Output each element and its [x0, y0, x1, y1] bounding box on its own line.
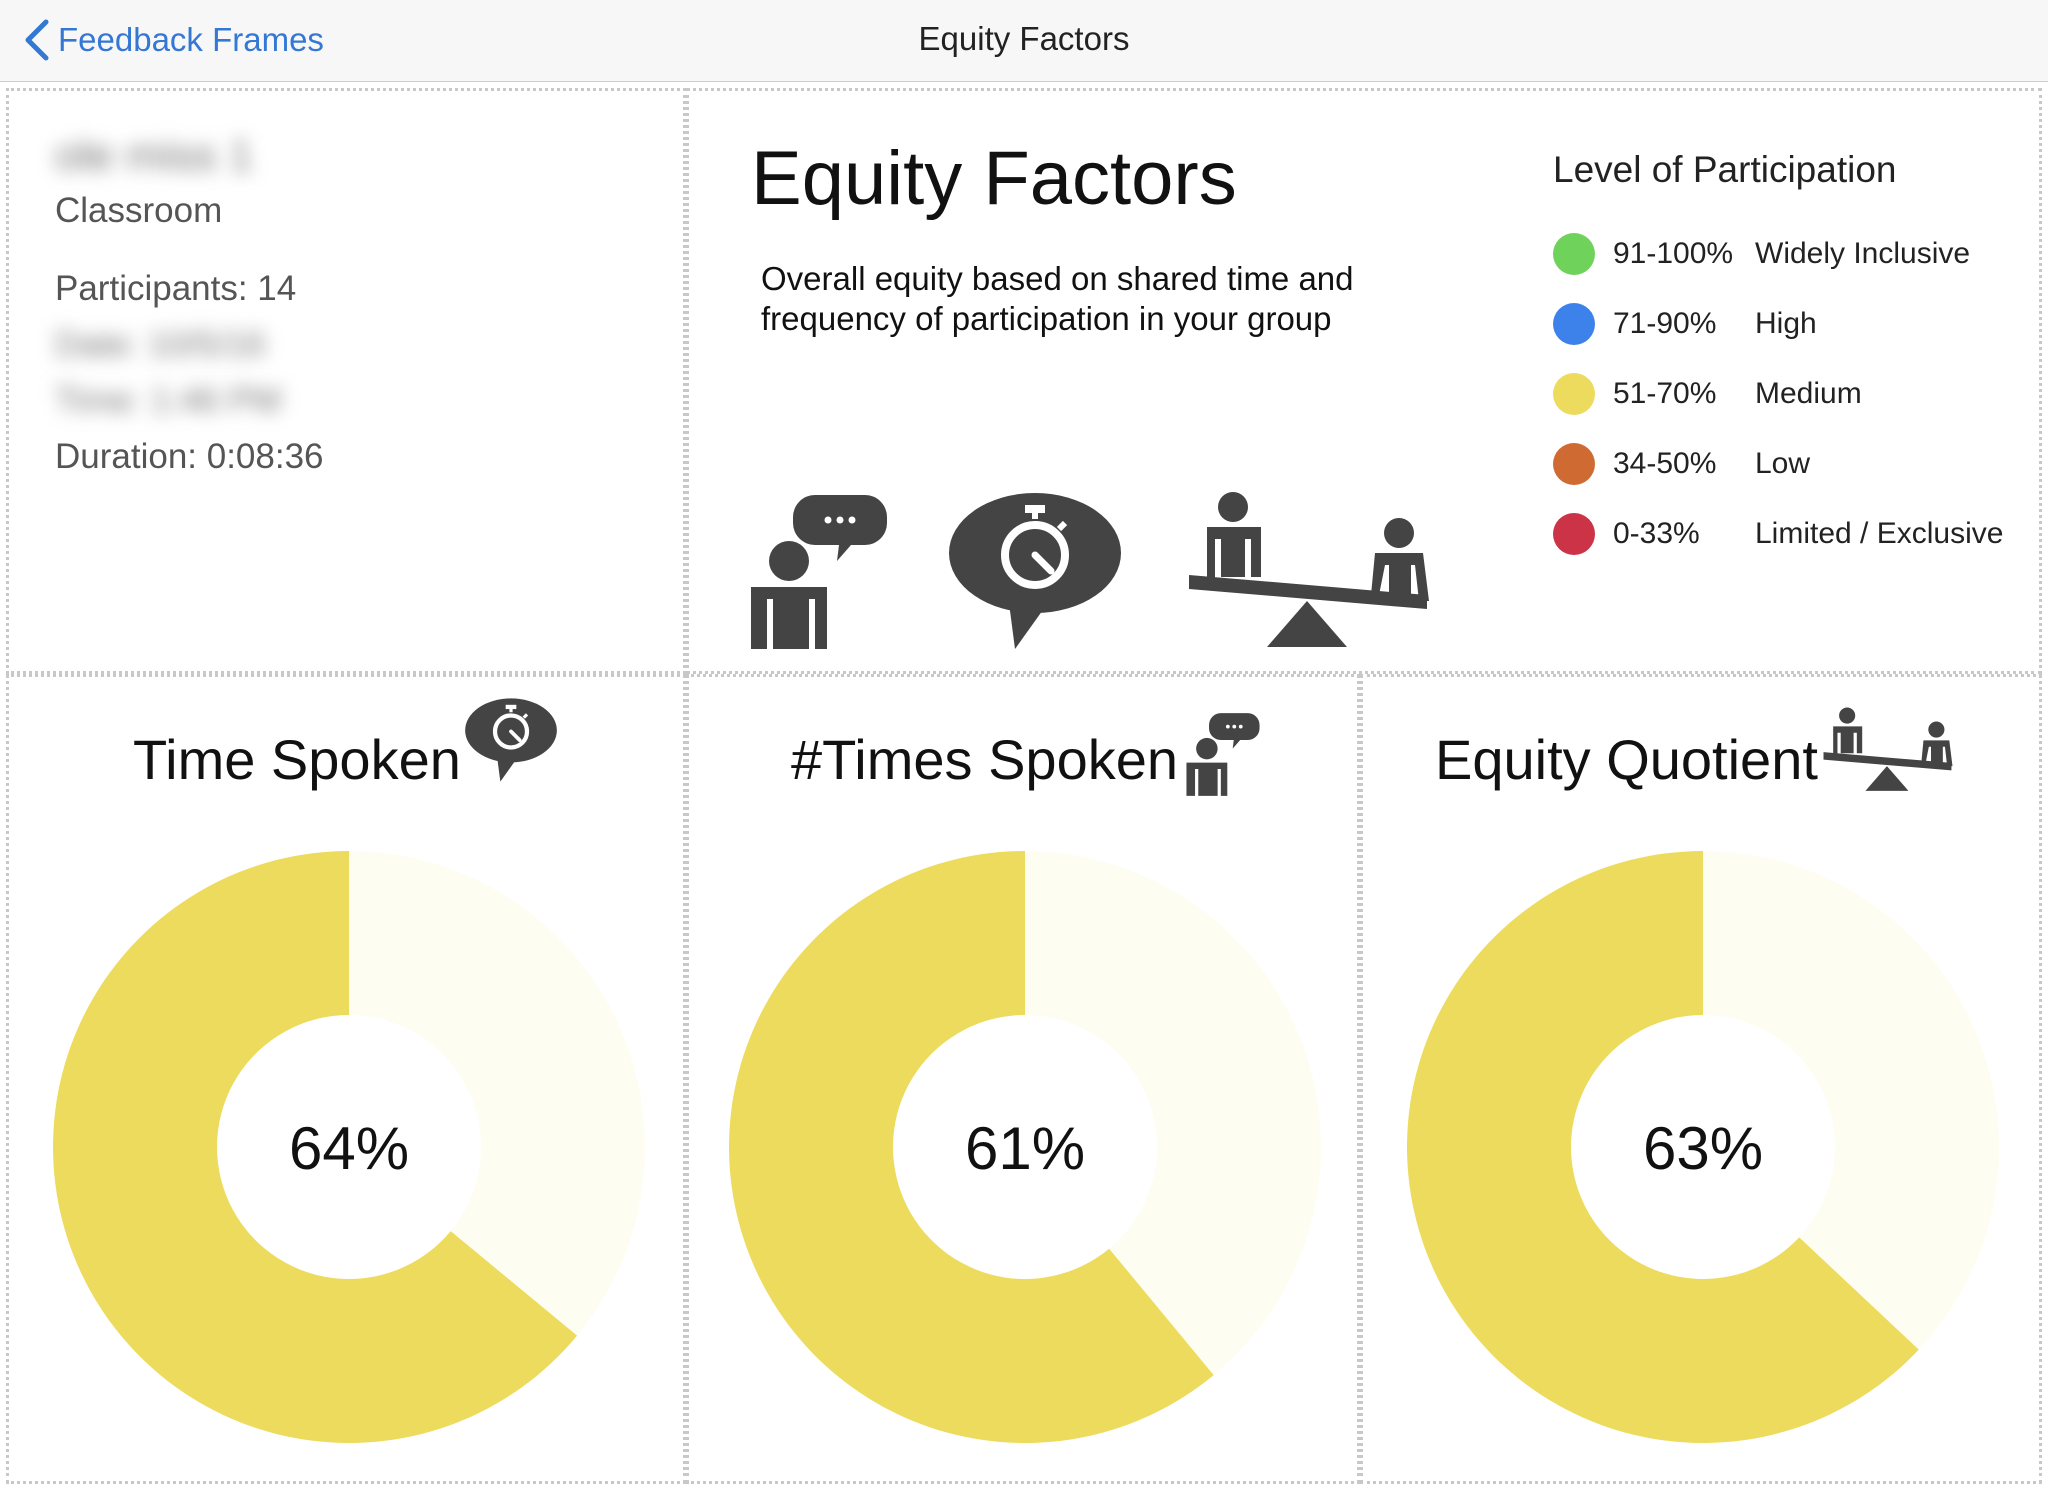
donut-remaining-slice: [349, 851, 645, 1336]
session-duration: Duration: 0:08:36: [55, 437, 324, 476]
donut-value-slice: [729, 851, 1214, 1443]
center-percent-label: 64%: [289, 1115, 409, 1182]
equity-header-panel: Equity Factors Overall equity based on s…: [686, 88, 2042, 674]
legend-title: Level of Participation: [1553, 149, 1897, 190]
session-name: ole miss 1: [55, 131, 254, 180]
person-speaking-icon: [1185, 711, 1261, 797]
legend-dot-orange: [1553, 443, 1595, 485]
legend-item: 34-50% Low: [1553, 429, 2003, 499]
legend-item: 91-100% Widely Inclusive: [1553, 219, 2003, 289]
navigation-bar: Feedback Frames Equity Factors: [0, 0, 2048, 82]
back-button[interactable]: Feedback Frames: [22, 14, 324, 66]
stopwatch-bubble-icon: [945, 491, 1125, 651]
equity-quotient-donut: 63%: [1407, 851, 1999, 1443]
center-percent-label: 63%: [1643, 1115, 1763, 1182]
session-info-panel: ole miss 1 Classroom Participants: 14 Da…: [6, 88, 686, 674]
legend-label: Widely Inclusive: [1755, 237, 1971, 270]
page-title: Equity Factors: [751, 136, 1237, 221]
legend-dot-yellow: [1553, 373, 1595, 415]
session-time: Time: 1:46 PM: [55, 381, 282, 420]
legend-range: 91-100%: [1613, 237, 1734, 270]
legend-range: 71-90%: [1613, 307, 1717, 340]
stopwatch-bubble-icon: [463, 697, 559, 783]
times-spoken-donut: 61%: [729, 851, 1321, 1443]
seesaw-icon: [1823, 707, 1953, 793]
donut-value-slice: [52, 851, 578, 1443]
donut-remaining-slice: [1025, 851, 1321, 1376]
back-button-label: Feedback Frames: [58, 21, 324, 58]
session-type: Classroom: [55, 191, 223, 230]
nav-title: Equity Factors: [918, 20, 1130, 57]
legend-dot-blue: [1553, 303, 1595, 345]
chevron-left-icon: [25, 19, 49, 61]
legend-label: Limited / Exclusive: [1755, 517, 2004, 550]
legend-item: 71-90% High: [1553, 289, 2003, 359]
legend-item: 0-33% Limited / Exclusive: [1553, 499, 2003, 569]
participants-count: Participants: 14: [55, 269, 297, 308]
legend-label: Medium: [1755, 377, 1862, 410]
legend-label: Low: [1755, 447, 1811, 480]
factor-icons: [749, 491, 1469, 671]
legend-dot-green: [1553, 233, 1595, 275]
center-percent-label: 61%: [965, 1115, 1085, 1182]
times-spoken-panel: #Times Spoken 61%: [686, 674, 1360, 1484]
time-spoken-panel: Time Spoken 64%: [6, 674, 686, 1484]
page-description: Overall equity based on shared time and …: [761, 260, 1354, 337]
legend-dot-red: [1553, 513, 1595, 555]
chart-title: Time Spoken: [133, 728, 461, 791]
legend-item: 51-70% Medium: [1553, 359, 2003, 429]
person-speaking-icon: [749, 491, 889, 651]
session-date: Date: 10/5/16: [55, 325, 266, 364]
legend-label: High: [1755, 307, 1817, 340]
legend-range: 34-50%: [1613, 447, 1717, 480]
time-spoken-donut: 64%: [52, 851, 645, 1443]
chart-title: Equity Quotient: [1435, 728, 1818, 791]
donut-value-slice: [1407, 851, 1919, 1443]
legend-range: 51-70%: [1613, 377, 1717, 410]
equity-quotient-panel: Equity Quotient 63%: [1360, 674, 2042, 1484]
seesaw-icon: [1189, 491, 1429, 651]
chart-title: #Times Spoken: [791, 728, 1178, 791]
donut-remaining-slice: [1703, 851, 1999, 1350]
participation-legend: 91-100% Widely Inclusive 71-90% High 51-…: [1553, 219, 2003, 569]
legend-range: 0-33%: [1613, 517, 1700, 550]
